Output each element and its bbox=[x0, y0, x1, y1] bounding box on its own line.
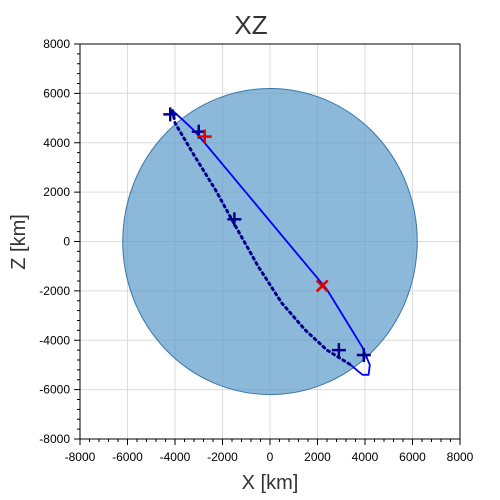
data-layer bbox=[122, 87, 418, 396]
plus-marker bbox=[227, 212, 242, 227]
y-tick-label: -6000 bbox=[39, 383, 70, 397]
plus-marker bbox=[163, 107, 178, 122]
y-tick-label: -4000 bbox=[39, 333, 70, 347]
y-tick-label: 0 bbox=[63, 235, 70, 249]
y-tick-label: -8000 bbox=[39, 432, 70, 446]
y-tick-label: 8000 bbox=[43, 37, 70, 51]
y-tick-labels: -8000 -6000 -4000 -2000 0 2000 4000 6000 8000 bbox=[39, 37, 70, 446]
x-tick-label: -2000 bbox=[207, 450, 238, 464]
x-tick-label: 6000 bbox=[399, 450, 426, 464]
red-x-marker bbox=[315, 279, 329, 293]
x-tick-labels: -8000 -6000 -4000 -2000 0 2000 4000 6000 8000 bbox=[65, 450, 474, 464]
red-plus-marker bbox=[197, 129, 212, 144]
y-tick-label: 6000 bbox=[43, 86, 70, 100]
plus-marker bbox=[356, 348, 371, 363]
x-tick-label: 4000 bbox=[352, 450, 379, 464]
orbit-solid-line bbox=[171, 110, 371, 376]
y-tick-label: 2000 bbox=[43, 185, 70, 199]
x-tick-label: 2000 bbox=[304, 450, 331, 464]
orbit-dotted-line bbox=[171, 109, 353, 367]
red-x-stroke-b bbox=[315, 279, 329, 293]
axis-ticks bbox=[74, 43, 461, 445]
y-tick-label: 4000 bbox=[43, 136, 70, 150]
x-axis-label: X [km] bbox=[242, 472, 299, 494]
plus-marker bbox=[331, 343, 346, 358]
x-tick-label: 8000 bbox=[447, 450, 474, 464]
chart-title: XZ bbox=[234, 10, 267, 40]
x-tick-label: 0 bbox=[267, 450, 274, 464]
y-axis-label: Z [km] bbox=[8, 214, 30, 270]
x-tick-label: -8000 bbox=[65, 450, 96, 464]
earth-disk bbox=[122, 87, 418, 396]
x-tick-label: -4000 bbox=[160, 450, 191, 464]
y-tick-label: -2000 bbox=[39, 284, 70, 298]
x-tick-label: -6000 bbox=[112, 450, 143, 464]
